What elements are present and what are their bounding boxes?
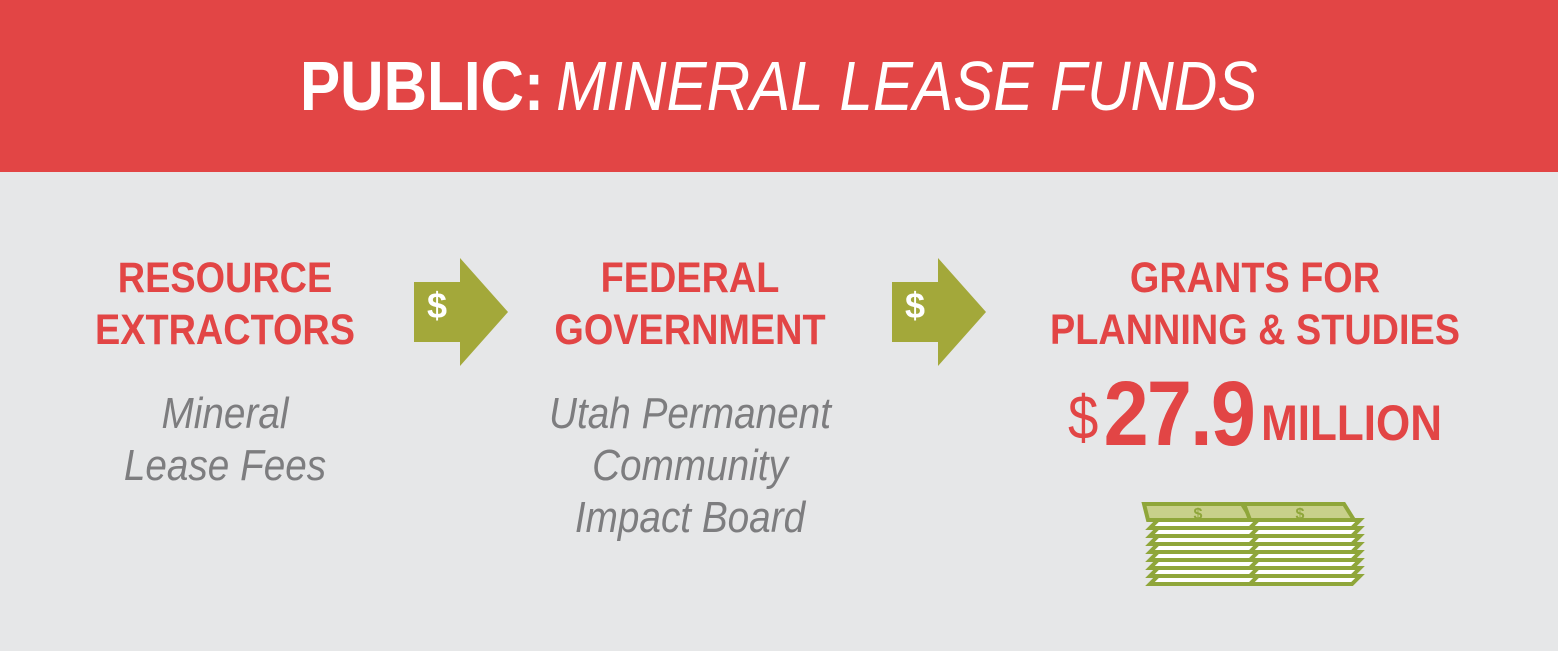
svg-text:$: $ <box>1194 506 1203 523</box>
step-title-line: EXTRACTORS <box>94 306 356 354</box>
step-subtitle-line: Lease Fees <box>123 441 327 490</box>
money-stack-right <box>1241 502 1365 586</box>
step-federal-government: FEDERAL GOVERNMENT Utah Permanent Commun… <box>500 252 880 544</box>
step-resource-extractors: RESOURCE EXTRACTORS Mineral Lease Fees <box>40 252 410 492</box>
amount-currency: $ <box>1067 384 1099 453</box>
dollar-arrow-icon: $ <box>414 258 508 366</box>
step-title-line: RESOURCE <box>117 254 333 302</box>
header-banner: PUBLIC: MINERAL LEASE FUNDS <box>0 0 1558 172</box>
step-title-line: GRANTS FOR <box>1129 254 1381 302</box>
step-subtitle-line: Mineral <box>161 389 289 438</box>
step-title-line: FEDERAL <box>600 254 780 302</box>
step-subtitle-line: Impact Board <box>574 493 806 542</box>
step-grants: GRANTS FOR PLANNING & STUDIES $27.9 MILLI… <box>980 252 1530 465</box>
page-title: PUBLIC: MINERAL LEASE FUNDS <box>300 51 1258 121</box>
step-subtitle-line: Community <box>592 441 788 490</box>
title-prefix: PUBLIC: <box>300 47 545 125</box>
amount-unit: MILLION <box>1261 395 1443 451</box>
dollar-symbol: $ <box>426 285 448 326</box>
dollar-arrow-icon: $ <box>892 258 986 366</box>
step-subtitle-line: Utah Permanent <box>549 389 831 438</box>
grant-amount: $27.9 MILLION <box>1013 363 1497 465</box>
title-emphasis: MINERAL LEASE FUNDS <box>556 47 1258 125</box>
step-title-line: PLANNING & STUDIES <box>1050 306 1460 354</box>
amount-value: 27.9 <box>1103 363 1256 465</box>
step-title-line: GOVERNMENT <box>554 306 826 354</box>
money-stack-icon: $ $ <box>1140 496 1370 596</box>
svg-text:$: $ <box>1296 506 1305 523</box>
dollar-symbol: $ <box>904 285 926 326</box>
